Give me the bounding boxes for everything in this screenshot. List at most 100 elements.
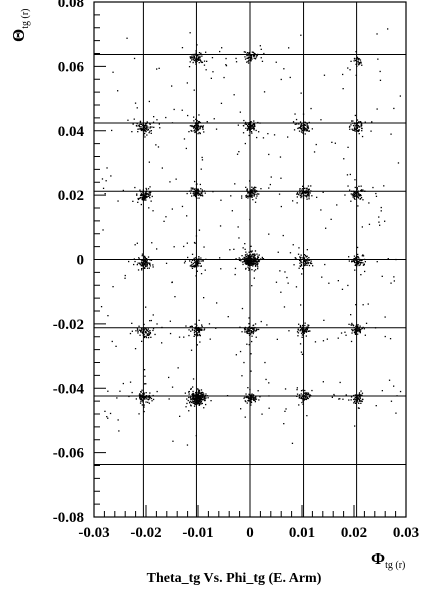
scatter-point <box>362 199 364 201</box>
scatter-point <box>361 226 363 228</box>
scatter-point <box>357 125 359 127</box>
x-tick-label: 0.02 <box>341 525 367 541</box>
scatter-point <box>195 188 198 190</box>
scatter-point <box>250 56 253 58</box>
scatter-point <box>201 156 203 159</box>
scatter-point <box>241 307 244 310</box>
scatter-point <box>143 393 145 395</box>
scatter-point <box>248 330 250 332</box>
scatter-point <box>352 194 355 197</box>
scatter-point <box>250 330 252 332</box>
scatter-point <box>104 193 106 195</box>
scatter-point <box>358 331 360 333</box>
scatter-point <box>247 261 250 263</box>
scatter-point <box>245 259 248 262</box>
scatter-point <box>305 262 307 264</box>
scatter-point <box>249 125 251 127</box>
scatter-point <box>256 190 258 193</box>
scatter-point <box>253 192 255 195</box>
scatter-point <box>257 255 259 257</box>
scatter-point <box>357 196 359 198</box>
scatter-point <box>256 264 259 266</box>
scatter-point <box>187 256 189 259</box>
scatter-point <box>247 197 249 199</box>
scatter-point <box>254 58 257 60</box>
scatter-point <box>330 218 332 220</box>
scatter-point <box>359 59 362 61</box>
scatter-point <box>362 255 365 257</box>
scatter-point <box>248 400 250 402</box>
scatter-point <box>245 121 247 124</box>
scatter-point <box>258 193 260 195</box>
scatter-point <box>199 194 201 197</box>
scatter-point <box>190 189 192 191</box>
scatter-point <box>208 323 211 325</box>
scatter-point <box>355 195 357 197</box>
scatter-point <box>143 328 145 330</box>
scatter-point <box>205 393 207 395</box>
scatter-point <box>354 394 356 396</box>
scatter-point <box>199 395 201 397</box>
scatter-point <box>257 268 259 270</box>
scatter-point <box>268 407 270 409</box>
scatter-point <box>307 326 309 328</box>
scatter-point <box>244 243 246 245</box>
scatter-point <box>248 259 251 261</box>
scatter-point <box>150 259 153 261</box>
scatter-point <box>357 194 360 196</box>
scatter-point <box>247 60 249 63</box>
scatter-point <box>361 135 364 138</box>
scatter-point <box>305 393 307 395</box>
scatter-point <box>249 131 251 133</box>
scatter-point <box>350 193 352 195</box>
scatter-point <box>254 264 257 267</box>
scatter-point <box>249 193 252 195</box>
scatter-point <box>192 187 194 189</box>
scatter-point <box>150 336 152 338</box>
scatter-point <box>193 257 195 260</box>
scatter-point <box>301 328 303 330</box>
scatter-point <box>302 333 304 335</box>
scatter-point <box>205 397 207 399</box>
scatter-point <box>248 393 250 395</box>
scatter-point <box>356 194 358 196</box>
scatter-point <box>192 191 195 193</box>
scatter-point <box>359 121 361 123</box>
scatter-point <box>253 195 255 197</box>
scatter-point <box>104 410 106 412</box>
scatter-point <box>109 412 112 415</box>
scatter-point <box>351 122 354 124</box>
scatter-point <box>191 263 193 265</box>
scatter-point <box>249 332 251 335</box>
scatter-point <box>168 376 170 379</box>
scatter-point <box>354 128 356 131</box>
scatter-point <box>129 381 132 383</box>
scatter-point <box>357 58 359 60</box>
scatter-point <box>193 116 195 118</box>
scatter-point <box>254 54 256 56</box>
scatter-point <box>195 329 198 331</box>
scatter-point <box>357 401 359 403</box>
scatter-point <box>248 56 250 58</box>
scatter-point <box>152 266 154 268</box>
scatter-point <box>200 168 202 170</box>
scatter-point <box>149 330 151 332</box>
scatter-point <box>368 223 371 225</box>
scatter-point <box>190 261 193 263</box>
scatter-point <box>350 200 352 202</box>
scatter-point <box>244 142 246 145</box>
scatter-point <box>251 255 253 257</box>
scatter-point <box>197 400 199 402</box>
scatter-point <box>146 262 148 264</box>
scatter-point <box>254 257 256 259</box>
scatter-point <box>200 194 202 197</box>
scatter-point <box>140 129 142 132</box>
scatter-point <box>139 120 142 122</box>
scatter-point <box>237 226 239 228</box>
scatter-point <box>279 156 282 158</box>
scatter-point <box>258 131 260 133</box>
scatter-point <box>193 195 195 197</box>
scatter-point <box>142 264 144 266</box>
scatter-point <box>196 264 198 266</box>
scatter-point <box>393 107 395 110</box>
